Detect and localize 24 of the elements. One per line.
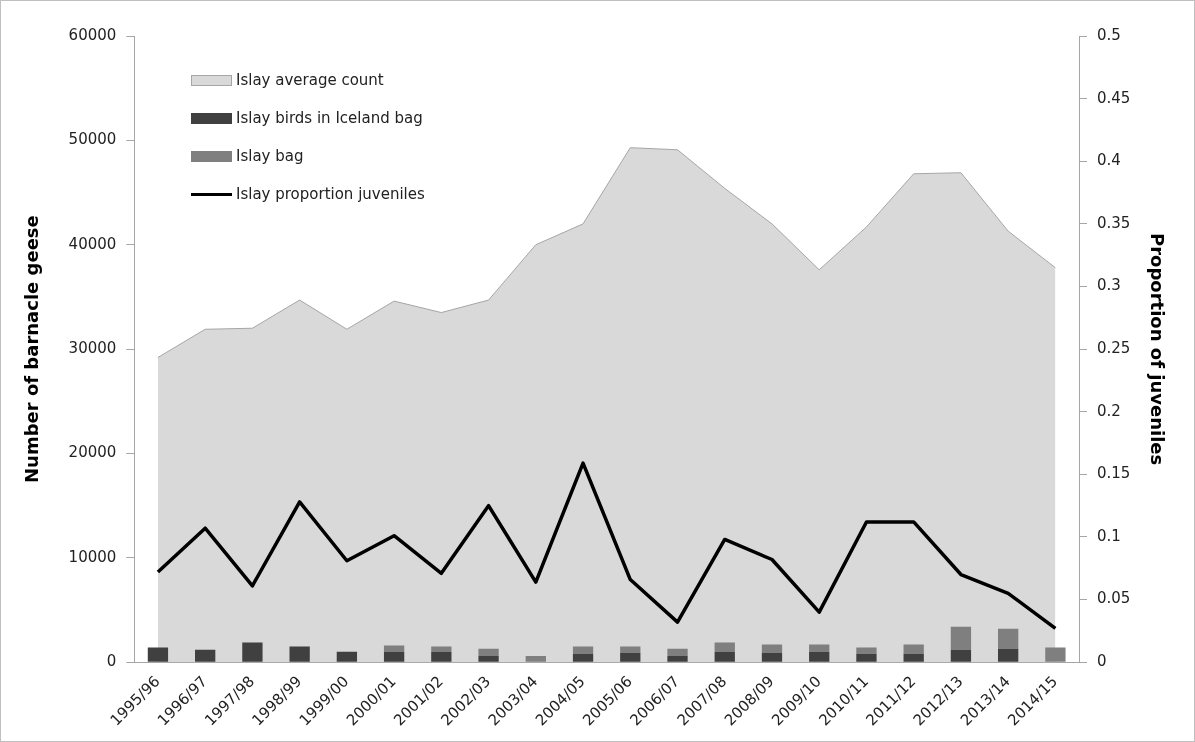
y2-tick-label: 0.1 bbox=[1097, 526, 1121, 545]
y-tick-label: 40000 bbox=[68, 234, 117, 253]
y-tick-label: 0 bbox=[106, 652, 117, 671]
y2-tick-label: 0.05 bbox=[1097, 589, 1131, 608]
legend-label: Islay proportion juveniles bbox=[236, 185, 425, 203]
y2-tick-label: 0 bbox=[1097, 652, 1107, 671]
y-tick-label: 10000 bbox=[68, 547, 117, 566]
y-tick-label: 30000 bbox=[68, 339, 117, 357]
y2-tick-label: 0.45 bbox=[1097, 88, 1131, 107]
y2-tick-label: 0.15 bbox=[1097, 464, 1131, 483]
y2-tick-label: 0.5 bbox=[1097, 25, 1121, 44]
y-tick-label: 50000 bbox=[68, 130, 117, 149]
y2-tick-label: 0.25 bbox=[1097, 339, 1131, 357]
y-axis-title: Number of barnacle geese bbox=[21, 215, 43, 483]
legend-label: Islay birds in Iceland bag bbox=[236, 109, 423, 127]
y2-tick-label: 0.4 bbox=[1097, 151, 1121, 170]
y2-axis-title: Proportion of juveniles bbox=[1146, 232, 1168, 466]
y2-tick-label: 0.2 bbox=[1097, 401, 1121, 420]
y-tick-label: 60000 bbox=[68, 25, 117, 44]
legend-label: Islay average count bbox=[236, 71, 384, 89]
y2-tick-label: 0.35 bbox=[1097, 213, 1131, 232]
y-tick-label: 20000 bbox=[68, 443, 117, 462]
legend-label: Islay bag bbox=[236, 147, 304, 165]
y2-tick-label: 0.3 bbox=[1097, 276, 1121, 295]
